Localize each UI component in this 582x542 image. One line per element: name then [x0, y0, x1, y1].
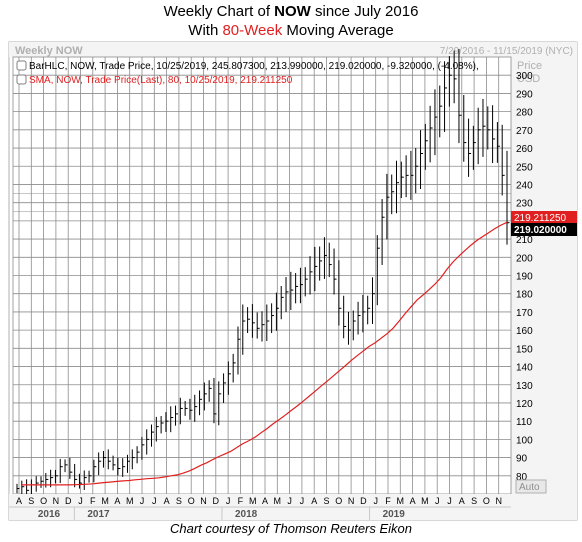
y-tick-label: 140 [516, 363, 533, 374]
x-month-label: A [16, 496, 22, 506]
y-tick-label: 180 [516, 290, 533, 301]
legend-icon-bar [16, 60, 27, 71]
x-month-label: O [335, 496, 342, 506]
x-month-label: M [274, 496, 282, 506]
price-axis-background [511, 57, 577, 494]
x-month-label: A [311, 496, 317, 506]
y-tick-label: 110 [516, 417, 532, 428]
x-month-label: N [53, 496, 60, 506]
x-year-label: 2019 [383, 509, 406, 520]
x-year-label: 2017 [87, 509, 110, 520]
x-month-label: S [176, 496, 182, 506]
x-month-label: S [28, 496, 34, 506]
x-month-label: F [385, 496, 391, 506]
x-month-label: A [262, 496, 268, 506]
chart-title: Weekly Chart of NOW since July 2016 With… [0, 2, 582, 40]
y-tick-label: 200 [516, 253, 533, 264]
y-tick-label: 300 [516, 71, 533, 82]
y-tick-label: 90 [516, 454, 528, 465]
legend: BarHLC, NOW, Trade Price, 10/25/2019, 24… [16, 60, 479, 86]
panel-header [9, 42, 577, 57]
x-year-label: 2016 [38, 509, 61, 520]
panel-name: Weekly NOW [15, 45, 83, 57]
x-month-label: J [78, 496, 83, 506]
x-month-label: J [300, 496, 305, 506]
x-month-label: D [65, 496, 72, 506]
legend-icon-sma [16, 74, 27, 85]
x-month-label: J [140, 496, 145, 506]
x-month-label: M [249, 496, 257, 506]
title-line-1: Weekly Chart of NOW since July 2016 [163, 3, 419, 20]
x-month-label: J [373, 496, 378, 506]
y-tick-label: 240 [516, 180, 533, 191]
x-month-label: O [483, 496, 490, 506]
y-tick-label: 260 [516, 144, 533, 155]
y-tick-label: 130 [516, 381, 533, 392]
x-month-label: N [348, 496, 355, 506]
x-month-label: A [410, 496, 416, 506]
auto-scale-label[interactable]: Auto [519, 482, 540, 493]
price-axis-unit-1: Price [517, 60, 542, 72]
price-axis-unit-2: USD [517, 73, 540, 85]
y-tick-label: 270 [516, 126, 533, 137]
x-month-label: O [40, 496, 47, 506]
x-month-label: F [90, 496, 96, 506]
legend-bar-text: BarHLC, NOW, Trade Price, 10/25/2019, 24… [29, 61, 479, 72]
last-price-tag-box [511, 223, 577, 236]
y-tick-label: 190 [516, 272, 533, 283]
y-axis-ticks: 80 90 100 110 120 130 140 150 160 170 180 190 200 210… [516, 71, 533, 483]
y-tick-label: 250 [516, 162, 533, 173]
y-tick-label: 100 [516, 435, 533, 446]
x-month-label: S [471, 496, 477, 506]
x-month-label: M [101, 496, 109, 506]
price-bars [16, 49, 510, 498]
x-month-label: S [323, 496, 329, 506]
x-month-label: A [114, 496, 120, 506]
x-month-label: J [435, 496, 440, 506]
y-tick-label: 280 [516, 108, 533, 119]
y-tick-label: 230 [516, 199, 533, 210]
y-tick-label: 150 [516, 344, 533, 355]
x-month-label: M [397, 496, 405, 506]
sma-tag-value: 219.211250 [514, 213, 567, 224]
y-tick-label: 290 [516, 89, 533, 100]
x-month-label: M [421, 496, 429, 506]
x-year-label: 2018 [235, 509, 258, 520]
legend-sma-text: SMA, NOW, Trade Price(Last), 80, 10/25/2… [29, 75, 293, 86]
y-tick-label: 80 [516, 472, 528, 483]
chart-caption: Chart courtesy of Thomson Reuters Eikon [169, 521, 413, 536]
x-month-label: N [200, 496, 207, 506]
title-line-2: With 80-Week Moving Average [188, 22, 394, 39]
grid [13, 57, 511, 494]
sma-80-line [21, 221, 508, 486]
x-month-label: D [213, 496, 220, 506]
x-month-label: J [287, 496, 292, 506]
x-month-label: F [238, 496, 244, 506]
x-month-label: N [495, 496, 502, 506]
y-tick-label: 160 [516, 326, 533, 337]
y-tick-label: 210 [516, 235, 533, 246]
auto-scale-button[interactable] [515, 479, 547, 494]
x-month-label: O [188, 496, 195, 506]
x-month-label: J [226, 496, 231, 506]
x-month-label: J [447, 496, 452, 506]
x-month-label: A [459, 496, 465, 506]
panel-date-range: 7/29/2016 - 11/15/2019 (NYC) [440, 46, 573, 57]
x-month-label: D [360, 496, 367, 506]
y-tick-label: 120 [516, 399, 533, 410]
last-price-tag-value: 219.020000 [514, 225, 567, 236]
x-month-label: J [152, 496, 157, 506]
x-month-label: A [164, 496, 170, 506]
sma-tag-box [511, 211, 577, 223]
x-month-label: M [126, 496, 134, 506]
y-tick-label: 170 [516, 308, 533, 319]
